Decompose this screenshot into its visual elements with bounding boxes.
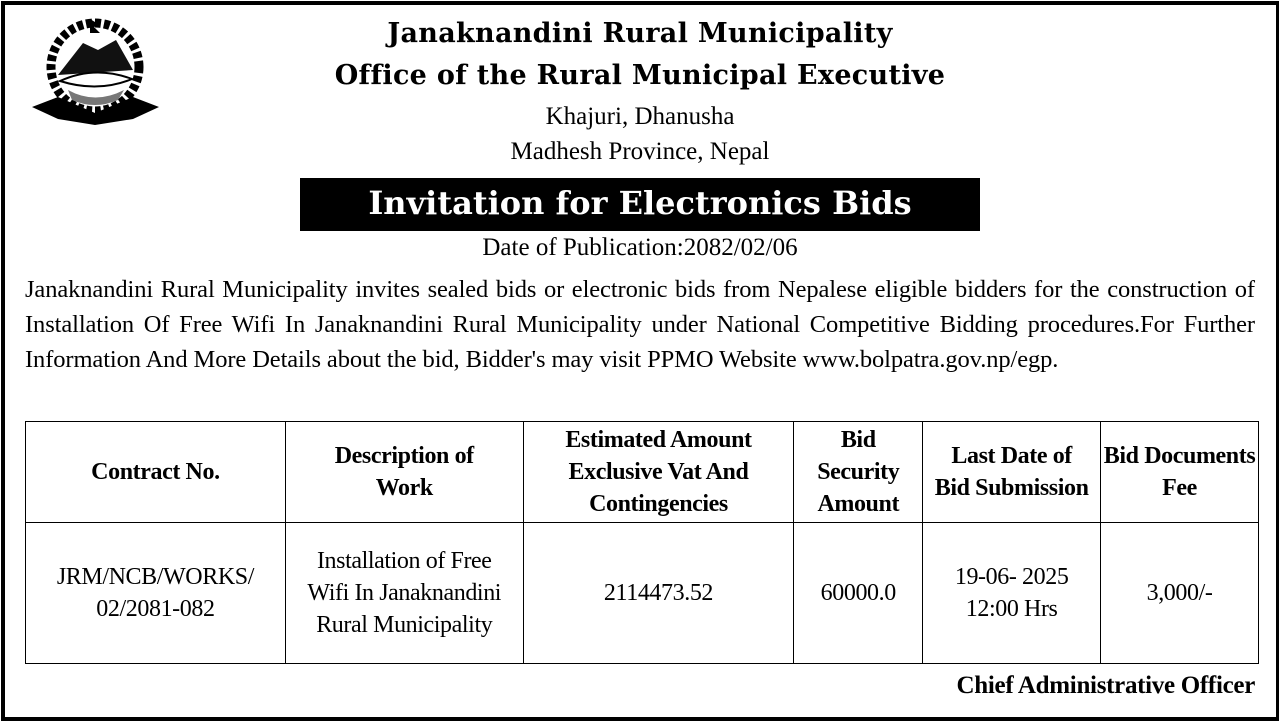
notice-title: Invitation for Electronics Bids [300,178,980,231]
notice-body: Janaknandini Rural Municipality invites … [25,276,1255,373]
bid-security-amount: 60000.0 [793,522,924,664]
government-emblem-logo [32,18,159,125]
table-header-row: Contract No. Description of Work Estimat… [25,421,1259,523]
column-header: Last Date of Bid Submission [922,421,1102,523]
org-name: Janaknandini Rural Municipality [387,18,893,49]
contract-no: JRM/NCB/WORKS/ 02/2081-082 [25,522,286,664]
bid-table: Contract No. Description of Work Estimat… [25,421,1259,664]
bid-documents-fee: 3,000/- [1100,522,1259,664]
address-line-1: Khajuri, Dhanusha [545,103,735,130]
table-row: JRM/NCB/WORKS/ 02/2081-082 Installation … [25,522,1259,664]
column-header: Bid Documents Fee [1100,421,1259,523]
work-description: Installation of Free Wifi In Janaknandin… [284,522,524,664]
column-header: Bid Security Amount [793,421,924,523]
publication-date: Date of Publication:2082/02/06 [482,234,798,261]
column-header: Contract No. [25,421,286,523]
estimated-amount: 2114473.52 [522,522,795,664]
last-submission-date: 19-06- 2025 12:00 Hrs [922,522,1102,664]
column-header: Description of Work [284,421,524,523]
office-name: Office of the Rural Municipal Executive [334,60,946,91]
address-line-2: Madhesh Province, Nepal [510,138,770,165]
column-header: Estimated Amount Exclusive Vat And Conti… [522,421,795,523]
signature-title: Chief Administrative Officer [956,672,1256,699]
